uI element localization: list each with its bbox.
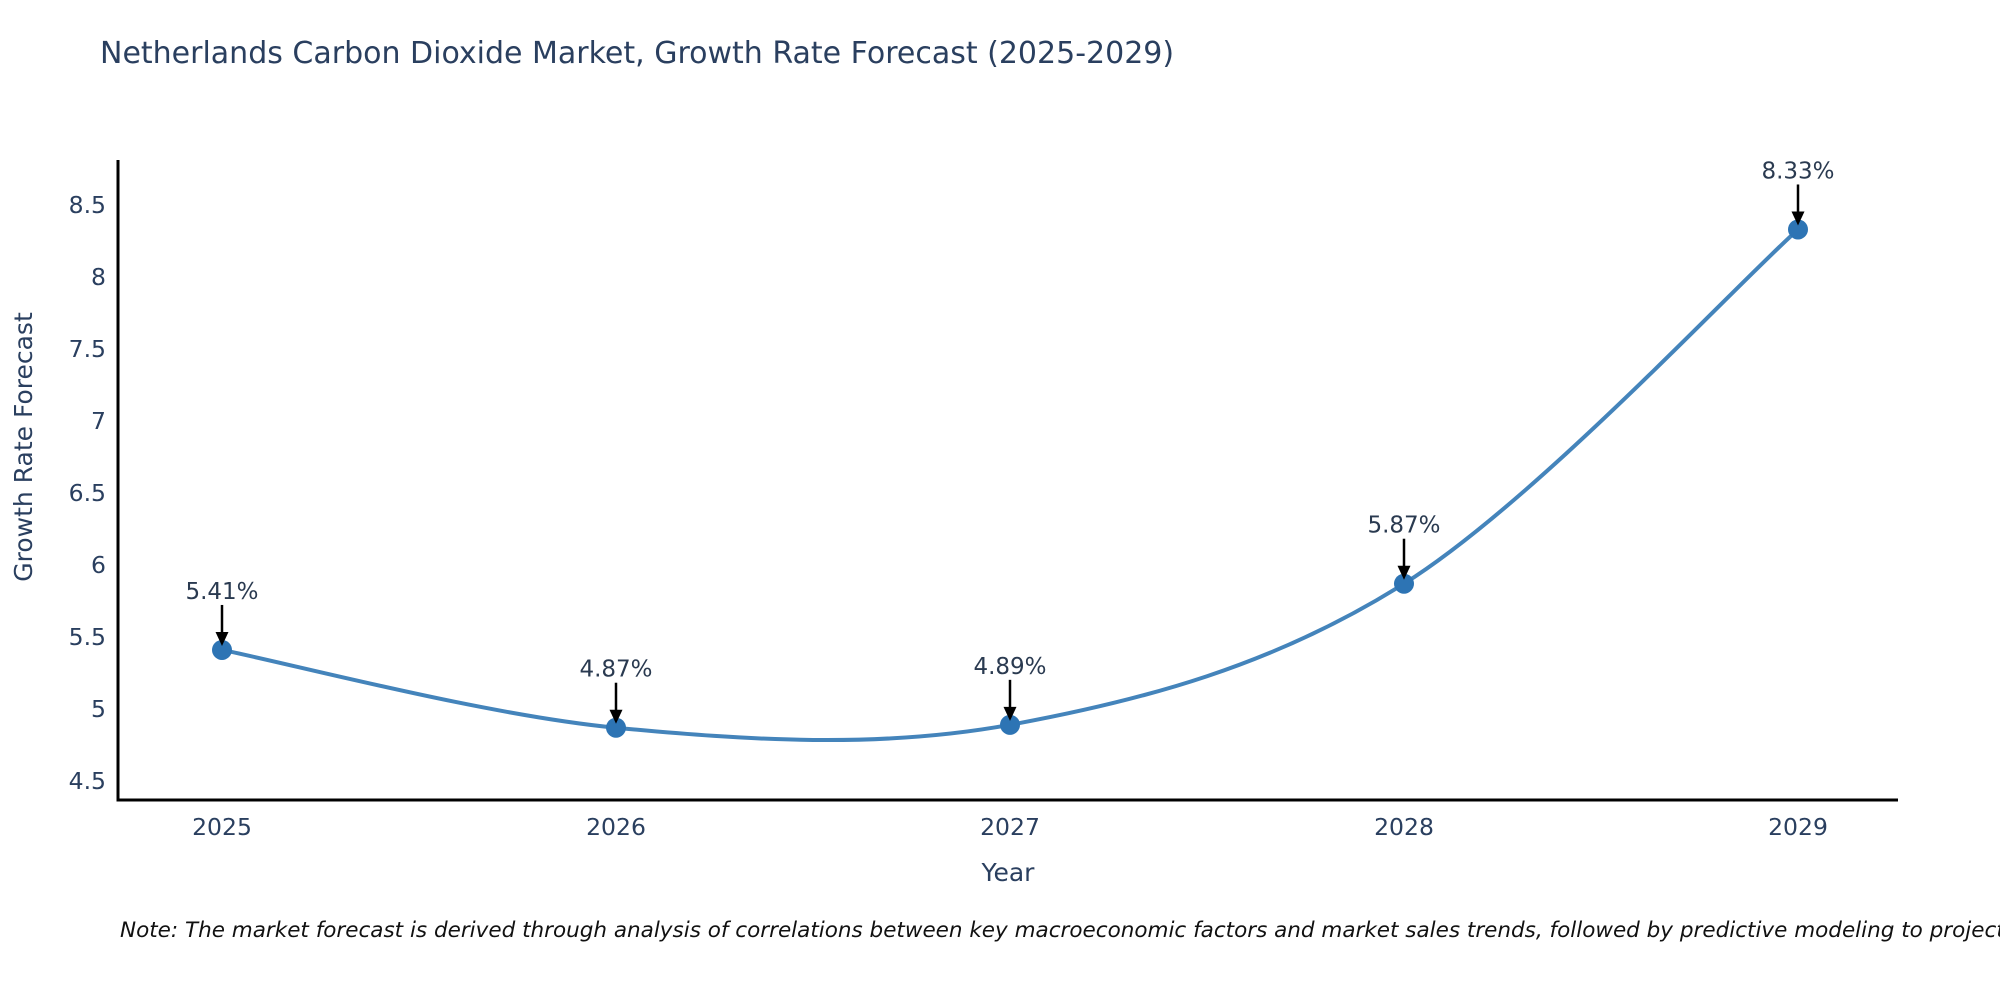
data-point-marker xyxy=(1394,573,1414,594)
x-axis-title: Year xyxy=(981,858,1036,887)
y-tick-label: 6.5 xyxy=(69,479,106,507)
x-tick-label: 2028 xyxy=(1374,813,1434,841)
y-tick-label: 7.5 xyxy=(69,335,106,363)
annotation-arrowhead xyxy=(1397,565,1411,580)
annotation-arrowhead xyxy=(1791,211,1805,226)
y-tick-label: 6 xyxy=(91,551,106,579)
data-point-marker xyxy=(1000,714,1020,735)
y-tick-label: 4.5 xyxy=(69,767,106,795)
annotation-label: 8.33% xyxy=(1761,158,1834,184)
annotation-label: 5.87% xyxy=(1367,513,1440,539)
annotation-arrowhead xyxy=(215,631,229,646)
x-tick-label: 2027 xyxy=(980,813,1040,841)
series-line xyxy=(220,227,1800,743)
annotation-label: 4.89% xyxy=(973,654,1046,680)
y-tick-label: 8.5 xyxy=(69,191,106,219)
data-point-marker xyxy=(606,717,626,738)
data-point-marker xyxy=(212,639,232,660)
y-tick-label: 7 xyxy=(91,407,106,435)
x-tick-label: 2029 xyxy=(1768,813,1828,841)
annotation-label: 4.87% xyxy=(579,657,652,683)
annotation-arrowhead xyxy=(1003,706,1017,721)
y-tick-label: 5 xyxy=(91,695,106,723)
x-tick-label: 2025 xyxy=(192,813,252,841)
data-point-marker xyxy=(1788,219,1808,240)
y-tick-label: 5.5 xyxy=(69,623,106,651)
chart-title: Netherlands Carbon Dioxide Market, Growt… xyxy=(100,36,1175,71)
annotation-label: 5.41% xyxy=(185,579,258,605)
footnote-text: Note: The market forecast is derived thr… xyxy=(120,918,2000,943)
y-axis-title: Growth Rate Forecast xyxy=(9,312,38,582)
y-tick-label: 8 xyxy=(91,263,106,291)
annotation-arrowhead xyxy=(609,709,623,724)
x-tick-label: 2026 xyxy=(586,813,646,841)
